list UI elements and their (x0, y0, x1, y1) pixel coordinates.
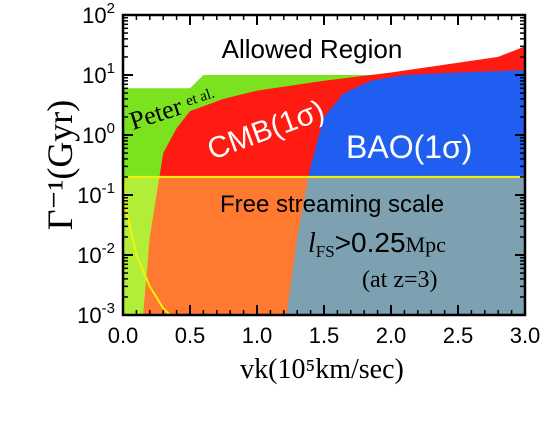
free-streaming-region (123, 175, 525, 315)
y-tick-label: 102 (82, 0, 115, 28)
bao-label: BAO(1σ) (346, 129, 472, 165)
y-tick-label: 100 (82, 120, 115, 148)
bao-region (286, 70, 525, 315)
y-tick-label: 10-2 (77, 240, 115, 268)
lfs-value: >0.25 (335, 227, 406, 258)
allowed-region-label: Allowed Region (222, 34, 403, 64)
x-tick-label: 1.0 (242, 323, 273, 348)
x-tick-label: 0.0 (108, 323, 139, 348)
y-tick-label: 101 (82, 60, 115, 88)
y-tick-label: 10-1 (77, 180, 115, 208)
x-tick-label: 2.5 (443, 323, 474, 348)
x-tick-label: 2.0 (376, 323, 407, 348)
x-tick-label: 0.5 (175, 323, 206, 348)
free-streaming-curve (123, 176, 171, 315)
x-tick-labels: 0.0 0.5 1.0 1.5 2.0 2.5 3.0 (108, 323, 541, 348)
lfs-label: lFS>0.25Mpc (308, 227, 446, 261)
x-axis-label: vk(10⁵km/sec) (240, 354, 404, 385)
lfs-symbol: l (308, 228, 316, 259)
y-axis-label: Γ⁻¹(Gyr) (40, 100, 80, 231)
y-tick-labels: 102 101 100 10-1 10-2 10-3 (77, 0, 115, 328)
x-tick-label: 1.5 (309, 323, 340, 348)
tick-marks (122, 14, 526, 316)
lfs-unit: Mpc (406, 232, 447, 257)
free-streaming-label: Free streaming scale (220, 191, 444, 218)
x-tick-label: 3.0 (510, 323, 541, 348)
at-z-label: (at z=3) (362, 267, 438, 293)
y-tick-label: 10-3 (77, 300, 115, 328)
lfs-subscript: FS (316, 242, 335, 261)
